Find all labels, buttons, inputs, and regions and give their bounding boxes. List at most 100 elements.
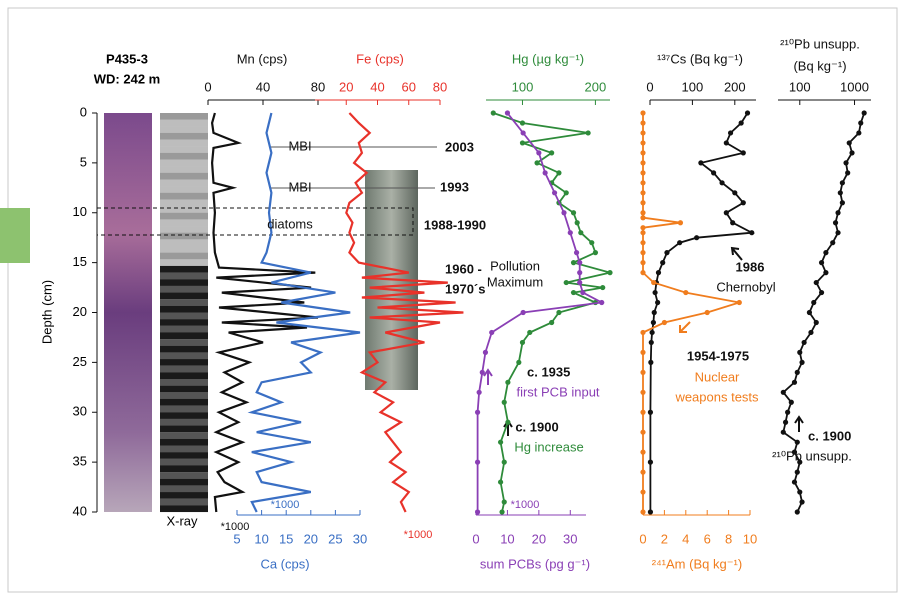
x-ray-band <box>160 319 208 326</box>
profile-point <box>652 310 657 315</box>
profile-point <box>648 460 653 465</box>
x-ray-band <box>160 133 208 140</box>
profile-point <box>561 210 566 215</box>
profile-point <box>564 280 569 285</box>
profile-point <box>795 509 800 514</box>
x-tick-label: 100 <box>512 79 534 94</box>
x-ray-band <box>160 160 208 167</box>
profile-point <box>730 220 735 225</box>
profile-point <box>640 430 645 435</box>
profile-point <box>556 170 561 175</box>
x-ray-band <box>160 273 208 280</box>
profile-point <box>652 290 657 295</box>
x-tick-label: 80 <box>311 79 325 94</box>
x-tick-label: 5 <box>233 531 240 546</box>
x-ray-band <box>160 399 208 406</box>
axis-note: *1000 <box>404 529 433 541</box>
x-ray-bands <box>160 113 208 512</box>
profile-point <box>502 460 507 465</box>
profile-point <box>586 130 591 135</box>
profile-point <box>724 210 729 215</box>
profile-point <box>580 290 585 295</box>
x-tick-label: 6 <box>704 531 711 546</box>
x-ray-band <box>160 166 208 173</box>
profile-point <box>475 410 480 415</box>
axis-title: ¹³⁷Cs (Bq kg⁻¹) <box>657 51 743 66</box>
profile-point <box>649 340 654 345</box>
profile-point <box>640 330 645 335</box>
profile-point <box>571 210 576 215</box>
profile-point <box>475 509 480 514</box>
profile-point <box>577 280 582 285</box>
x-ray-band <box>160 199 208 206</box>
x-ray-band <box>160 146 208 153</box>
profile-point <box>520 120 525 125</box>
profile-point <box>640 200 645 205</box>
profile-point <box>711 170 716 175</box>
y-tick-label: 35 <box>73 454 87 469</box>
x-ray-band <box>160 386 208 393</box>
profile-point <box>792 380 797 385</box>
profile-point <box>781 390 786 395</box>
profile-point <box>499 509 504 514</box>
x-tick-label: 0 <box>639 531 646 546</box>
profile-point <box>498 479 503 484</box>
profile-point <box>830 240 835 245</box>
profile-point <box>797 489 802 494</box>
profile-point <box>640 350 645 355</box>
profile-point <box>840 180 845 185</box>
annotation: weapons tests <box>674 389 759 404</box>
profile-point <box>599 300 604 305</box>
x-ray-band <box>160 306 208 313</box>
x-ray-band <box>160 426 208 433</box>
profile-point <box>795 470 800 475</box>
figure: P435-3 WD: 242 m X-ray Depth (cm) 051015… <box>0 0 906 601</box>
x-tick-label: 0 <box>204 79 211 94</box>
x-ray-band <box>160 346 208 353</box>
x-ray-band <box>160 452 208 459</box>
x-tick-label: 2 <box>661 531 668 546</box>
profile-point <box>677 240 682 245</box>
x-ray-band <box>160 492 208 499</box>
x-ray-band <box>160 465 208 472</box>
profile-point <box>520 140 525 145</box>
x-tick-label: 80 <box>433 79 447 94</box>
profile-point <box>575 220 580 225</box>
axis-title: Ca (cps) <box>260 556 309 571</box>
y-tick-label: 5 <box>80 154 87 169</box>
y-tick-label: 30 <box>73 404 87 419</box>
profile-point <box>505 110 510 115</box>
annotation: 1993 <box>440 179 469 194</box>
y-tick-label: 25 <box>73 354 87 369</box>
x-ray-band <box>160 505 208 512</box>
profile-point <box>705 310 710 315</box>
profile-point <box>574 250 579 255</box>
x-tick-label: 0 <box>646 79 653 94</box>
y-tick-label: 20 <box>73 304 87 319</box>
profile-point <box>814 280 819 285</box>
profile-point <box>698 160 703 165</box>
profile-point <box>650 330 655 335</box>
profile-point <box>835 230 840 235</box>
profile-point <box>521 130 526 135</box>
profile-point <box>552 190 557 195</box>
profile-point <box>840 200 845 205</box>
x-ray-band <box>160 406 208 413</box>
profile-point <box>823 270 828 275</box>
x-ray-band <box>160 233 208 240</box>
profile-point <box>640 270 645 275</box>
x-ray-band <box>160 432 208 439</box>
profile-point <box>536 150 541 155</box>
x-ray-band <box>160 379 208 386</box>
profile-point <box>640 240 645 245</box>
x-tick-label: 40 <box>256 79 270 94</box>
x-ray-band <box>160 266 208 273</box>
profile-point <box>783 420 788 425</box>
annotation: first PCB input <box>516 384 599 399</box>
profile-point <box>640 410 645 415</box>
profile-point <box>799 499 804 504</box>
profile-point <box>521 310 526 315</box>
x-ray-band <box>160 339 208 346</box>
annotation: 1988-1990 <box>424 217 486 232</box>
profile-point <box>749 230 754 235</box>
